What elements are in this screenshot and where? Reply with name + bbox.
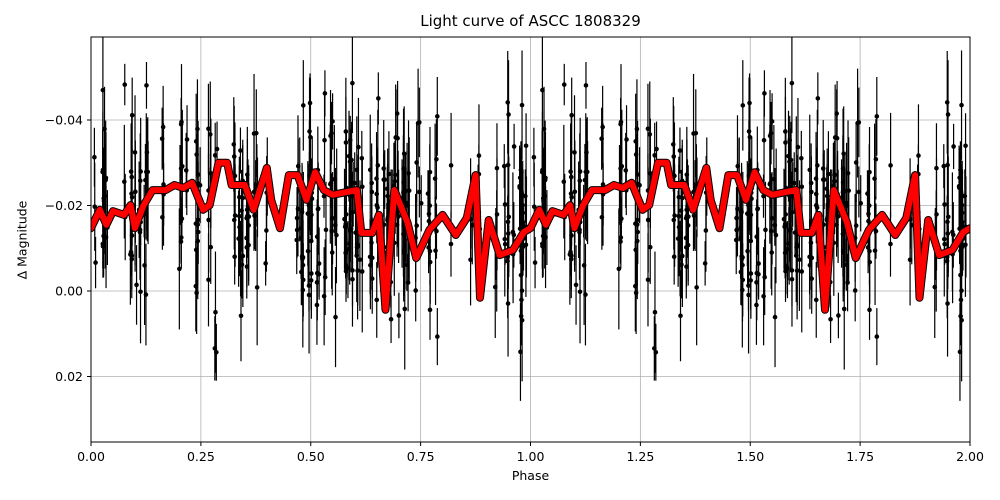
chart-title: Light curve of ASCC 1808329 — [420, 12, 641, 30]
y-tick-label: 0.02 — [55, 369, 83, 384]
y-tick-label: 0.00 — [55, 284, 83, 299]
x-tick-label: 1.50 — [736, 449, 764, 464]
x-tick-label: 0.75 — [407, 449, 435, 464]
x-tick-label: 2.00 — [956, 449, 984, 464]
x-tick-label: 1.00 — [517, 449, 545, 464]
x-tick-label: 0.50 — [297, 449, 325, 464]
y-tick-label: −0.04 — [45, 113, 83, 128]
x-tick-label: 0.00 — [77, 449, 105, 464]
x-axis-label: Phase — [511, 468, 550, 483]
x-tick-label: 0.25 — [187, 449, 215, 464]
x-tick-label: 1.75 — [846, 449, 874, 464]
y-axis-label: Δ Magnitude — [14, 200, 30, 280]
y-tick-label: −0.02 — [45, 198, 83, 213]
axis-ticks: 0.00 0.25 0.50 0.75 1.00 1.25 1.50 1.75 2.00 −0.0… — [45, 113, 984, 465]
x-tick-label: 1.25 — [626, 449, 654, 464]
binned-curve — [91, 158, 970, 314]
